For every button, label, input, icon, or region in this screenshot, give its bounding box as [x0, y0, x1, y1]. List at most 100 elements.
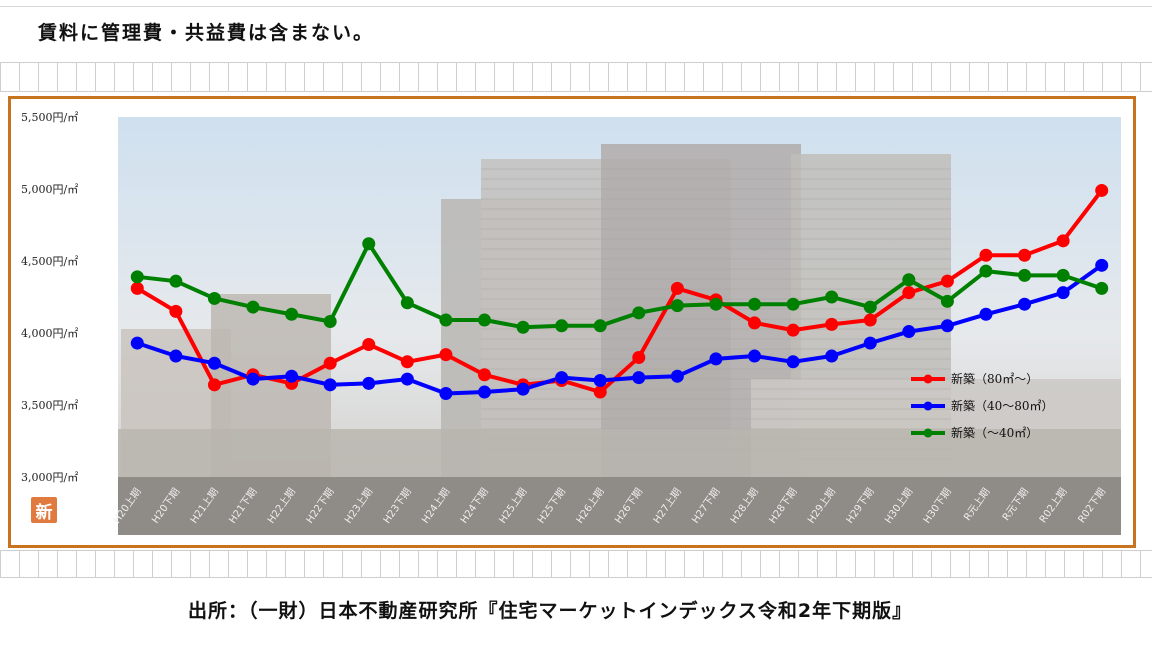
series-lines [130, 183, 1109, 400]
legend-marker [923, 374, 933, 384]
data-point-1 [477, 385, 491, 399]
data-point-1 [748, 349, 762, 363]
legend-label: 新築（80㎡〜） [951, 371, 1038, 386]
data-point-1 [400, 372, 414, 386]
data-point-0 [323, 356, 337, 370]
new-build-badge: 新 [31, 497, 57, 523]
data-point-0 [362, 338, 376, 352]
y-tick-label: 4,000円/㎡ [21, 327, 78, 340]
data-point-2 [130, 270, 144, 284]
data-point-0 [169, 304, 183, 318]
data-point-0 [1095, 183, 1109, 197]
data-point-1 [709, 352, 723, 366]
data-point-0 [130, 281, 144, 295]
data-point-1 [979, 307, 993, 321]
series-line-0 [136, 189, 1104, 394]
data-point-1 [632, 371, 646, 385]
data-point-1 [902, 325, 916, 339]
data-point-2 [1095, 281, 1109, 295]
x-label-band [118, 477, 1121, 535]
data-point-2 [555, 319, 569, 333]
data-point-1 [1095, 258, 1109, 272]
data-point-2 [979, 264, 993, 278]
data-point-1 [207, 356, 221, 370]
data-point-2 [477, 313, 491, 327]
data-point-1 [1018, 297, 1032, 311]
data-point-0 [477, 368, 491, 382]
data-point-0 [632, 350, 646, 364]
rent-line-chart: 3,000円/㎡ 3,500円/㎡ 4,000円/㎡ 4,500円/㎡ 5,000円/㎡… [21, 111, 1121, 535]
data-point-2 [1056, 268, 1070, 282]
data-point-1 [323, 378, 337, 392]
data-point-1 [670, 369, 684, 383]
data-point-1 [786, 355, 800, 369]
data-point-0 [902, 286, 916, 300]
data-point-1 [1056, 286, 1070, 300]
data-point-0 [979, 248, 993, 262]
y-axis: 3,000円/㎡ 3,500円/㎡ 4,000円/㎡ 4,500円/㎡ 5,000円/㎡… [21, 111, 78, 484]
data-point-0 [593, 385, 607, 399]
data-point-1 [439, 386, 453, 400]
series-line-2 [137, 241, 1103, 330]
data-point-0 [439, 348, 453, 362]
source-citation: 出所：（一財）日本不動産研究所『住宅マーケットインデックス令和2年下期版』 [188, 600, 913, 622]
data-point-2 [439, 313, 453, 327]
series-line-1 [136, 263, 1103, 396]
data-point-2 [786, 297, 800, 311]
chart-frame: 3,000円/㎡ 3,500円/㎡ 4,000円/㎡ 4,500円/㎡ 5,000円/㎡… [8, 96, 1136, 548]
plot-background-photo [118, 117, 1121, 535]
data-point-2 [169, 274, 183, 288]
legend-marker [923, 428, 933, 438]
y-tick-label: 5,500円/㎡ [21, 111, 78, 124]
data-point-2 [748, 297, 762, 311]
y-tick-label: 3,500円/㎡ [21, 399, 78, 412]
data-point-2 [632, 306, 646, 320]
data-point-2 [285, 307, 299, 321]
legend: 新築（80㎡〜） 新築（40〜80㎡） 新築（〜40㎡） [911, 371, 1054, 440]
data-point-1 [285, 369, 299, 383]
data-point-0 [1018, 248, 1032, 262]
divider-top [0, 6, 1152, 7]
data-point-0 [863, 313, 877, 327]
data-point-0 [207, 378, 221, 392]
legend-label: 新築（〜40㎡） [951, 425, 1038, 440]
data-point-0 [786, 323, 800, 337]
data-point-2 [516, 320, 530, 334]
data-point-1 [169, 349, 183, 363]
data-point-2 [709, 297, 723, 311]
data-point-1 [362, 376, 376, 390]
data-point-1 [940, 319, 954, 333]
data-point-2 [1018, 268, 1032, 282]
data-point-0 [940, 274, 954, 288]
data-point-2 [323, 314, 337, 328]
grid-strip-top [0, 62, 1152, 92]
data-point-2 [863, 300, 877, 314]
data-point-0 [670, 281, 684, 295]
data-point-2 [902, 273, 916, 287]
legend-marker [923, 401, 933, 411]
data-point-0 [1056, 234, 1070, 248]
data-point-1 [130, 336, 144, 350]
grid-strip-bottom [0, 550, 1152, 578]
y-tick-label: 3,000円/㎡ [21, 471, 78, 484]
data-point-0 [748, 316, 762, 330]
legend-label: 新築（40〜80㎡） [951, 398, 1054, 413]
rent-note: 賃料に管理費・共益費は含まない。 [38, 22, 375, 44]
data-point-2 [670, 299, 684, 313]
data-point-0 [825, 317, 839, 331]
data-point-1 [825, 349, 839, 363]
data-point-2 [207, 291, 221, 305]
data-point-1 [246, 372, 260, 386]
data-point-1 [555, 371, 569, 385]
data-point-1 [516, 382, 530, 396]
data-point-1 [863, 336, 877, 350]
data-point-2 [940, 294, 954, 308]
data-point-2 [825, 290, 839, 304]
data-point-0 [400, 355, 414, 369]
data-point-2 [593, 319, 607, 333]
data-point-2 [362, 237, 376, 251]
y-tick-label: 5,000円/㎡ [21, 183, 78, 196]
data-point-2 [400, 296, 414, 310]
data-point-2 [246, 300, 260, 314]
street-band [118, 429, 1121, 477]
